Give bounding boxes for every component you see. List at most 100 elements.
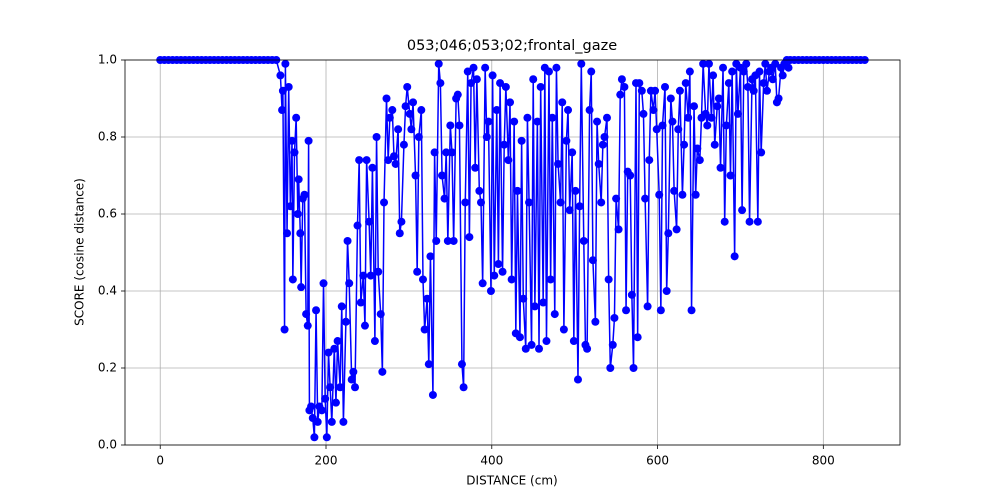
data-point xyxy=(597,198,606,207)
data-point xyxy=(709,71,718,80)
data-point xyxy=(585,106,594,115)
data-point xyxy=(641,194,650,203)
data-point xyxy=(482,133,491,141)
data-point xyxy=(606,364,615,372)
data-point xyxy=(278,86,287,95)
data-point xyxy=(707,113,716,122)
data-point xyxy=(612,194,621,203)
data-point xyxy=(539,298,548,307)
data-point xyxy=(366,271,375,280)
data-point xyxy=(651,86,660,95)
data-point xyxy=(365,217,374,226)
data-point xyxy=(284,82,293,91)
data-point xyxy=(593,117,602,126)
data-point xyxy=(330,344,339,353)
data-point xyxy=(347,375,356,384)
data-point xyxy=(423,294,432,303)
data-point xyxy=(353,221,362,230)
data-point xyxy=(610,313,619,322)
data-point xyxy=(321,394,330,403)
data-point xyxy=(395,229,404,238)
data-point xyxy=(506,98,515,107)
data-point xyxy=(600,133,609,141)
data-point xyxy=(745,217,754,226)
data-point xyxy=(501,82,510,91)
data-point xyxy=(351,383,360,392)
data-point xyxy=(544,67,553,76)
data-point xyxy=(546,275,555,284)
y-tick-label: 1.0 xyxy=(98,53,117,67)
data-point xyxy=(490,271,499,280)
y-axis-label: SCORE (cosine distance) xyxy=(73,178,87,326)
data-point xyxy=(397,217,406,226)
data-point xyxy=(521,344,530,353)
data-point xyxy=(389,152,398,161)
data-point xyxy=(418,275,427,284)
data-point xyxy=(399,140,408,149)
data-point xyxy=(471,163,480,172)
data-point xyxy=(302,310,311,319)
data-point xyxy=(693,144,702,153)
data-point xyxy=(645,156,654,165)
data-point xyxy=(457,360,466,369)
data-point xyxy=(492,106,501,115)
data-point xyxy=(664,229,673,238)
data-point xyxy=(639,109,648,118)
data-point xyxy=(759,79,768,88)
data-point xyxy=(486,287,495,295)
data-point xyxy=(523,113,532,122)
data-point xyxy=(649,106,658,115)
data-point xyxy=(579,236,588,245)
data-point xyxy=(536,82,545,91)
data-point xyxy=(556,198,565,207)
data-point xyxy=(417,106,426,115)
data-point xyxy=(530,302,539,311)
data-point xyxy=(633,333,642,342)
data-point xyxy=(446,121,455,130)
data-point xyxy=(564,106,573,115)
data-point xyxy=(515,333,524,342)
x-tick-label: 600 xyxy=(646,454,669,468)
data-point xyxy=(728,67,737,76)
data-point xyxy=(388,106,397,115)
chart-title: 053;046;053;02;frontal_gaze xyxy=(407,38,617,54)
data-point xyxy=(774,94,783,103)
data-point xyxy=(478,279,487,288)
data-point xyxy=(459,383,468,392)
data-point xyxy=(472,75,481,84)
data-point xyxy=(496,79,505,88)
data-point xyxy=(307,402,316,411)
data-point xyxy=(656,306,665,315)
data-point xyxy=(762,86,771,95)
data-point xyxy=(713,102,722,111)
data-point xyxy=(312,306,321,315)
data-point xyxy=(519,294,528,303)
data-point xyxy=(629,364,638,372)
data-point xyxy=(401,102,410,111)
data-point xyxy=(674,125,683,134)
data-point xyxy=(368,163,377,172)
data-point xyxy=(701,109,710,118)
data-point xyxy=(372,133,381,141)
data-point xyxy=(558,98,567,107)
data-point xyxy=(436,79,445,88)
data-point xyxy=(559,325,568,334)
data-point xyxy=(455,121,464,130)
data-point xyxy=(434,59,443,68)
data-point xyxy=(719,63,728,72)
data-point xyxy=(753,217,762,226)
data-point xyxy=(749,86,758,95)
data-point xyxy=(575,202,584,211)
x-tick-label: 800 xyxy=(812,454,835,468)
data-point xyxy=(376,310,385,319)
data-point xyxy=(280,325,289,334)
data-point xyxy=(324,348,333,357)
data-point xyxy=(360,321,369,330)
data-point xyxy=(292,113,301,122)
data-point xyxy=(467,79,476,88)
y-tick-label: 0.8 xyxy=(98,130,117,144)
data-point xyxy=(469,63,478,72)
data-point xyxy=(778,71,787,80)
data-point xyxy=(407,125,416,134)
data-point xyxy=(668,117,677,126)
